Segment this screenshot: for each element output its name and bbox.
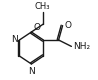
- Text: N: N: [11, 36, 18, 44]
- Text: O: O: [33, 23, 40, 32]
- Text: O: O: [65, 21, 72, 30]
- Text: CH₃: CH₃: [35, 2, 50, 11]
- Text: NH₂: NH₂: [73, 42, 90, 51]
- Text: N: N: [28, 67, 35, 76]
